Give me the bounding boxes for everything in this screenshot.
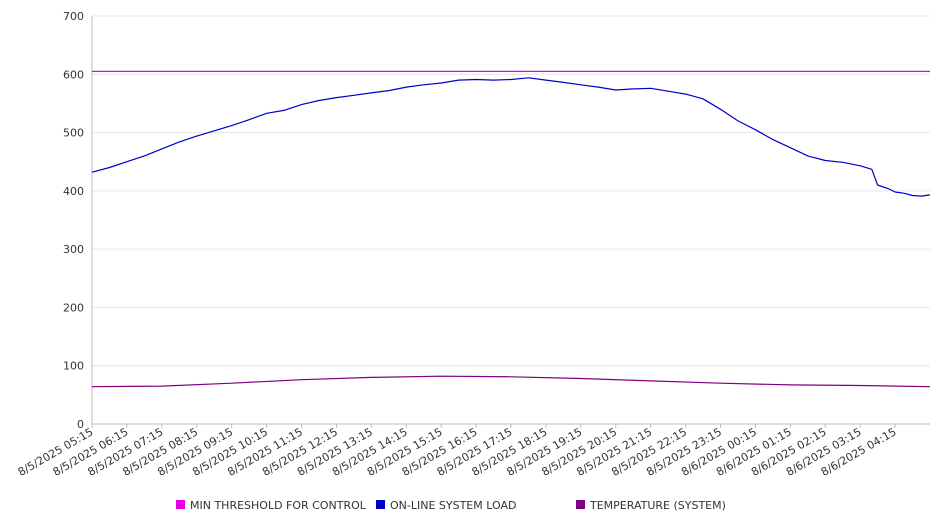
- legend-swatch: [376, 500, 385, 509]
- legend: MIN THRESHOLD FOR CONTROL ON-LINE SYSTEM …: [176, 499, 726, 512]
- x-axis-ticks: 8/5/2025 05:158/5/2025 06:158/5/2025 07:…: [16, 424, 899, 479]
- y-tick-label: 500: [63, 127, 84, 140]
- legend-label: ON-LINE SYSTEM LOAD: [390, 499, 516, 512]
- y-tick-label: 0: [77, 418, 84, 431]
- y-axis-ticks: 0 100 200 300 400 500 600 700: [63, 10, 84, 431]
- legend-label: MIN THRESHOLD FOR CONTROL: [190, 499, 367, 512]
- y-tick-label: 300: [63, 243, 84, 256]
- y-tick-label: 700: [63, 10, 84, 23]
- series-line-temperature-system: [91, 375, 931, 388]
- series-line-on-line-system-load: [91, 77, 931, 197]
- y-tick-label: 400: [63, 185, 84, 198]
- y-tick-label: 100: [63, 360, 84, 373]
- y-tick-label: 600: [63, 68, 84, 81]
- legend-label: TEMPERATURE (SYSTEM): [589, 499, 726, 512]
- y-tick-label: 200: [63, 301, 84, 314]
- legend-swatch: [576, 500, 585, 509]
- gridlines: [92, 15, 930, 367]
- series-lines: [91, 70, 931, 388]
- legend-swatch: [176, 500, 185, 509]
- axes: [91, 16, 930, 425]
